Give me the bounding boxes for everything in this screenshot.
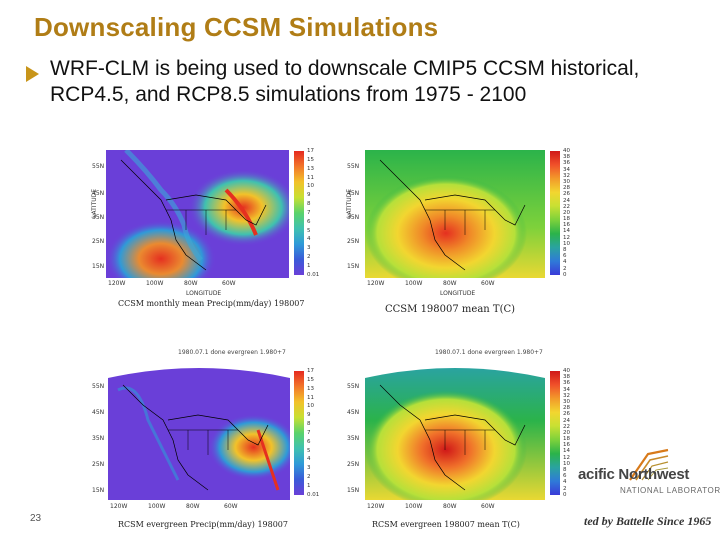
x-tick: 100W <box>148 503 166 510</box>
x-axis-label: LONGITUDE <box>440 290 476 297</box>
slide-number: 23 <box>30 513 42 524</box>
colorbar-labels: 40 38 36 34 32 30 28 26 24 22 20 18 16 1… <box>563 148 570 278</box>
precip-map <box>108 360 290 500</box>
y-tick: 45N <box>347 190 360 197</box>
x-tick: 100W <box>405 503 423 510</box>
x-tick: 100W <box>146 280 164 287</box>
y-tick: 45N <box>347 409 360 416</box>
y-tick: 45N <box>92 190 105 197</box>
y-tick: 25N <box>347 461 360 468</box>
precip-map <box>106 150 289 278</box>
slide-title: Downscaling CCSM Simulations <box>34 12 439 42</box>
figure-caption: CCSM monthly mean Precip(mm/day) 198007 <box>118 299 305 308</box>
temperature-map <box>365 150 545 278</box>
y-tick: 15N <box>92 487 105 494</box>
y-tick: 35N <box>347 214 360 221</box>
figure-caption: RCSM evergreen Precip(mm/day) 198007 <box>118 520 288 529</box>
y-tick: 25N <box>347 238 360 245</box>
temperature-colorbar <box>550 151 560 275</box>
temperature-colorbar <box>550 371 560 495</box>
y-tick: 15N <box>347 263 360 270</box>
x-tick: 80W <box>186 503 200 510</box>
x-tick: 80W <box>443 503 457 510</box>
x-tick: 60W <box>222 280 236 287</box>
logo-line3: ted by Battelle Since 1965 <box>584 514 712 528</box>
y-tick: 15N <box>92 263 105 270</box>
y-tick: 55N <box>347 383 360 390</box>
x-tick: 80W <box>184 280 198 287</box>
y-tick: 35N <box>347 435 360 442</box>
figure-header: 1980.07.1 done evergreen 1.980+7 <box>435 349 543 356</box>
precip-colorbar <box>294 371 304 495</box>
x-tick: 60W <box>224 503 238 510</box>
pnnl-logo-mark-icon <box>629 448 669 481</box>
x-axis-label: LONGITUDE <box>186 290 222 297</box>
x-tick: 60W <box>481 503 495 510</box>
y-tick: 25N <box>92 238 105 245</box>
x-tick: 120W <box>367 280 385 287</box>
x-tick: 100W <box>405 280 423 287</box>
x-tick: 120W <box>108 280 126 287</box>
x-tick: 120W <box>110 503 128 510</box>
x-tick: 80W <box>443 280 457 287</box>
figure-caption: RCSM evergreen 198007 mean T(C) <box>372 520 520 529</box>
y-tick: 55N <box>347 163 360 170</box>
precip-colorbar <box>294 151 304 275</box>
logo-line1: acific Northwest <box>578 466 690 483</box>
bullet-text: WRF-CLM is being used to downscale CMIP5… <box>50 57 640 106</box>
logo-line2: NATIONAL LABORATORY <box>620 486 720 495</box>
x-tick: 60W <box>481 280 495 287</box>
pnnl-logo: acific Northwest NATIONAL LABORATORY ted… <box>578 448 720 538</box>
y-tick: 55N <box>92 163 105 170</box>
y-tick: 15N <box>347 487 360 494</box>
y-tick: 35N <box>92 214 105 221</box>
y-tick: 55N <box>92 383 105 390</box>
temperature-map <box>365 360 545 500</box>
y-tick: 45N <box>92 409 105 416</box>
bullet-arrow-icon <box>26 66 39 82</box>
figure-caption: CCSM 198007 mean T(C) <box>385 304 516 315</box>
y-tick: 25N <box>92 461 105 468</box>
colorbar-labels: 17 15 13 11 10 9 8 7 6 5 4 3 2 1 0.01 <box>307 368 320 498</box>
x-tick: 120W <box>367 503 385 510</box>
colorbar-labels: 17 15 13 11 10 9 8 7 6 5 4 3 2 1 0.01 <box>307 148 320 278</box>
colorbar-labels: 40 38 36 34 32 30 28 26 24 22 20 18 16 1… <box>563 368 570 498</box>
figure-header: 1980.07.1 done evergreen 1.980+7 <box>178 349 286 356</box>
y-tick: 35N <box>92 435 105 442</box>
